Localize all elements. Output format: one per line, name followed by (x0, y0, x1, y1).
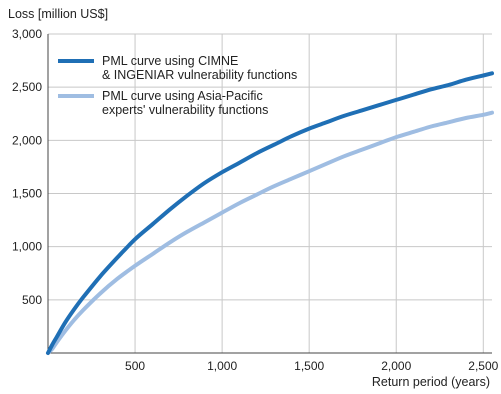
series-lines (46, 71, 494, 355)
gridlines (48, 33, 492, 353)
legend-label: PML curve using Asia-Pacific (102, 89, 263, 103)
legend: PML curve using CIMNE& INGENIAR vulnerab… (58, 54, 297, 117)
y-tick-label: 500 (22, 293, 42, 307)
x-tick-label: 1,000 (207, 359, 237, 373)
legend-item-0: PML curve using CIMNE& INGENIAR vulnerab… (58, 54, 297, 82)
x-axis-title: Return period (years) (372, 375, 490, 389)
x-tick-label: 1,500 (294, 359, 324, 373)
legend-label: experts' vulnerability functions (102, 103, 268, 117)
x-tick-label: 2,000 (381, 359, 411, 373)
series-line-1 (46, 110, 494, 355)
legend-label: & INGENIAR vulnerability functions (102, 68, 297, 82)
y-tick-label: 3,000 (12, 27, 42, 41)
y-tick-label: 1,000 (12, 240, 42, 254)
legend-label: PML curve using CIMNE (102, 54, 238, 68)
axes (47, 34, 492, 354)
y-axis-title: Loss [million US$] (8, 7, 108, 21)
y-tick-label: 2,500 (12, 80, 42, 94)
tick-labels: 500 1,000 1,500 2,000 2,500 3,000 500 1,000 1,50… (12, 27, 499, 373)
series-line-0 (46, 71, 494, 355)
y-tick-label: 2,000 (12, 133, 42, 147)
x-tick-label: 2,500 (468, 359, 498, 373)
x-tick-label: 500 (125, 359, 145, 373)
y-tick-label: 1,500 (12, 187, 42, 201)
